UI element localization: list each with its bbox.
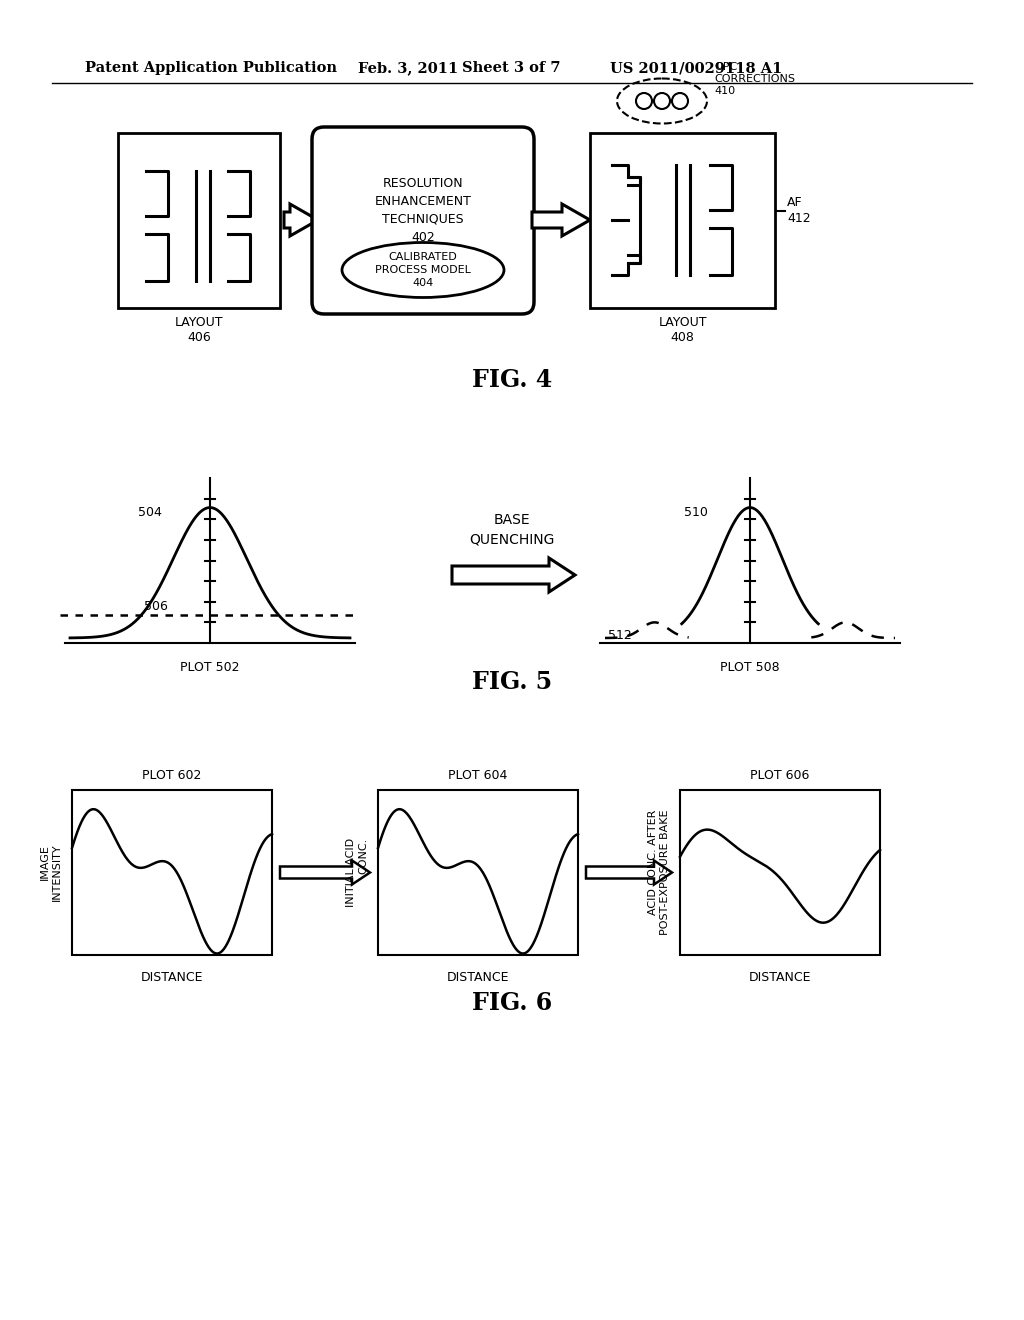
Text: 504: 504 (138, 507, 162, 520)
Text: 512: 512 (608, 630, 632, 642)
Text: 510: 510 (684, 507, 708, 520)
Text: DISTANCE: DISTANCE (749, 972, 811, 983)
Ellipse shape (342, 243, 504, 297)
Bar (590, 133, 775, 308)
Text: FIG. 4: FIG. 4 (472, 368, 552, 392)
Text: ACID CONC. AFTER
POST-EXPOSURE BAKE: ACID CONC. AFTER POST-EXPOSURE BAKE (647, 809, 670, 936)
Ellipse shape (617, 78, 707, 124)
Text: FIG. 6: FIG. 6 (472, 991, 552, 1015)
Text: OPC
CORRECTIONS
410: OPC CORRECTIONS 410 (714, 62, 795, 95)
Polygon shape (284, 205, 318, 236)
Text: US 2011/0029118 A1: US 2011/0029118 A1 (610, 61, 782, 75)
Text: DISTANCE: DISTANCE (140, 972, 203, 983)
FancyBboxPatch shape (312, 127, 534, 314)
Polygon shape (280, 861, 370, 884)
Text: Sheet 3 of 7: Sheet 3 of 7 (462, 61, 560, 75)
Bar (378, 789, 578, 954)
Bar (680, 789, 880, 954)
Text: AF
412: AF 412 (787, 197, 811, 224)
Text: IMAGE
INTENSITY: IMAGE INTENSITY (40, 843, 62, 902)
Polygon shape (452, 558, 575, 591)
Text: Patent Application Publication: Patent Application Publication (85, 61, 337, 75)
Text: PLOT 604: PLOT 604 (449, 770, 508, 781)
Text: RESOLUTION
ENHANCEMENT
TECHNIQUES
402: RESOLUTION ENHANCEMENT TECHNIQUES 402 (375, 177, 471, 244)
Text: PLOT 502: PLOT 502 (180, 661, 240, 675)
Text: Feb. 3, 2011: Feb. 3, 2011 (358, 61, 459, 75)
Bar (118, 133, 280, 308)
Text: 506: 506 (144, 601, 168, 612)
Text: PLOT 508: PLOT 508 (720, 661, 780, 675)
Text: FIG. 5: FIG. 5 (472, 671, 552, 694)
Text: INITIAL ACID
CONC.: INITIAL ACID CONC. (346, 838, 368, 907)
Text: PLOT 606: PLOT 606 (751, 770, 810, 781)
Text: LAYOUT
406: LAYOUT 406 (175, 315, 223, 345)
Bar (72, 789, 272, 954)
Text: BASE
QUENCHING: BASE QUENCHING (469, 513, 555, 546)
Text: DISTANCE: DISTANCE (446, 972, 509, 983)
Polygon shape (532, 205, 590, 236)
Text: PLOT 602: PLOT 602 (142, 770, 202, 781)
Text: CALIBRATED
PROCESS MODEL
404: CALIBRATED PROCESS MODEL 404 (375, 252, 471, 288)
Text: LAYOUT
408: LAYOUT 408 (658, 315, 707, 345)
Polygon shape (586, 861, 672, 884)
